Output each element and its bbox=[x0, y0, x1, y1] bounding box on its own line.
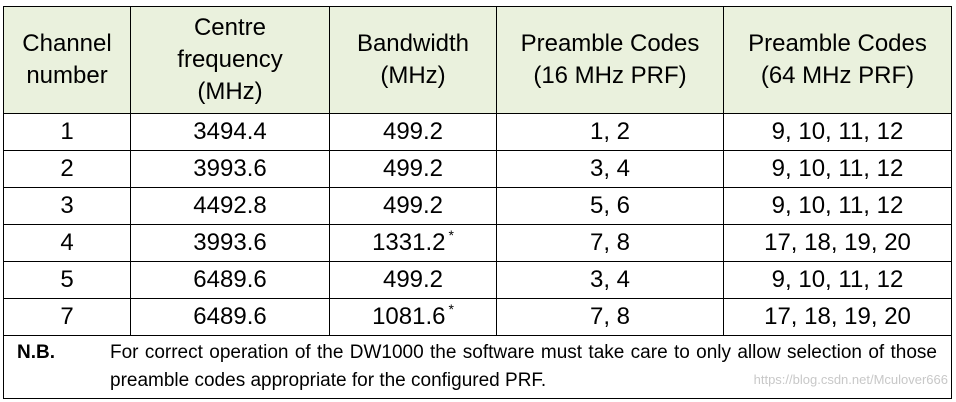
header-line: Preamble Codes bbox=[748, 30, 927, 57]
table-row: 2 3993.6 499.2 3, 4 9, 10, 11, 12 bbox=[3, 150, 952, 188]
cell-codes-16-value: 3, 4 bbox=[589, 155, 631, 182]
watermark: https://blog.csdn.net/Mculover666 bbox=[753, 372, 948, 387]
header-line: (MHz) bbox=[380, 62, 446, 89]
cell-frequency-value: 6489.6 bbox=[193, 266, 267, 293]
cell-codes-16: 5, 6 bbox=[496, 187, 724, 225]
cell-bandwidth-value: 1081.6 bbox=[372, 303, 446, 330]
cell-bandwidth: 499.2 bbox=[329, 150, 497, 188]
cell-codes-64-value: 9, 10, 11, 12 bbox=[771, 155, 904, 182]
table-row: 3 4492.8 499.2 5, 6 9, 10, 11, 12 bbox=[3, 187, 952, 225]
header-channel-number: Channel number bbox=[3, 6, 131, 114]
header-centre-frequency: Centre frequency (MHz) bbox=[130, 6, 330, 114]
cell-codes-64: 17, 18, 19, 20 bbox=[723, 224, 952, 262]
channel-table: Channel number Centre frequency (MHz) Bandwid… bbox=[3, 6, 952, 399]
cell-codes-64: 9, 10, 11, 12 bbox=[723, 261, 952, 299]
cell-frequency-value: 3494.4 bbox=[193, 118, 267, 145]
cell-codes-64-value: 17, 18, 19, 20 bbox=[764, 303, 911, 330]
cell-channel: 3 bbox=[3, 187, 131, 225]
cell-codes-64: 9, 10, 11, 12 bbox=[723, 150, 952, 188]
table-row: 4 3993.6 1331.2 * 7, 8 17, 18, 19, 20 bbox=[3, 224, 952, 262]
cell-frequency: 3993.6 bbox=[130, 224, 330, 262]
cell-codes-16: 3, 4 bbox=[496, 150, 724, 188]
cell-codes-64: 9, 10, 11, 12 bbox=[723, 113, 952, 151]
cell-bandwidth-value: 499.2 bbox=[382, 192, 444, 219]
cell-codes-64-value: 9, 10, 11, 12 bbox=[771, 192, 904, 219]
header-line: Centre bbox=[193, 14, 267, 41]
cell-codes-16-value: 5, 6 bbox=[589, 192, 631, 219]
cell-codes-64-value: 9, 10, 11, 12 bbox=[771, 118, 904, 145]
footnote-mark: * bbox=[448, 227, 454, 243]
cell-codes-16: 7, 8 bbox=[496, 298, 724, 336]
header-bandwidth: Bandwidth (MHz) bbox=[329, 6, 497, 114]
table-body: 1 3494.4 499.2 1, 2 9, 10, 11, 12 2 3993.6 499.… bbox=[3, 113, 952, 336]
cell-bandwidth-value: 1331.2 bbox=[372, 229, 446, 256]
cell-codes-16-value: 1, 2 bbox=[589, 118, 631, 145]
cell-bandwidth: 1331.2 * bbox=[329, 224, 497, 262]
header-line: (16 MHz PRF) bbox=[533, 62, 687, 89]
cell-bandwidth: 499.2 bbox=[329, 113, 497, 151]
cell-codes-16: 1, 2 bbox=[496, 113, 724, 151]
cell-frequency: 4492.8 bbox=[130, 187, 330, 225]
header-line: Bandwidth bbox=[356, 30, 470, 57]
header-line: Preamble Codes bbox=[520, 30, 700, 57]
cell-bandwidth-value: 499.2 bbox=[382, 266, 444, 293]
cell-codes-16-value: 7, 8 bbox=[589, 303, 631, 330]
cell-codes-16-value: 7, 8 bbox=[589, 229, 631, 256]
note-label: N.B. bbox=[17, 342, 55, 363]
cell-codes-64: 9, 10, 11, 12 bbox=[723, 187, 952, 225]
cell-bandwidth: 1081.6 * bbox=[329, 298, 497, 336]
cell-channel-value: 2 bbox=[60, 155, 74, 182]
cell-codes-16-value: 3, 4 bbox=[589, 266, 631, 293]
header-line: Channel bbox=[22, 30, 112, 57]
cell-channel-value: 7 bbox=[60, 303, 74, 330]
cell-channel-value: 1 bbox=[60, 118, 74, 145]
cell-channel: 4 bbox=[3, 224, 131, 262]
header-preamble-64: Preamble Codes (64 MHz PRF) bbox=[723, 6, 952, 114]
footnote-mark: * bbox=[448, 301, 454, 317]
cell-channel-value: 5 bbox=[60, 266, 74, 293]
cell-channel: 7 bbox=[3, 298, 131, 336]
table-row: 1 3494.4 499.2 1, 2 9, 10, 11, 12 bbox=[3, 113, 952, 151]
cell-channel: 2 bbox=[3, 150, 131, 188]
cell-bandwidth-value: 499.2 bbox=[382, 155, 444, 182]
cell-codes-16: 7, 8 bbox=[496, 224, 724, 262]
header-preamble-16: Preamble Codes (16 MHz PRF) bbox=[496, 6, 724, 114]
cell-frequency-value: 3993.6 bbox=[193, 229, 267, 256]
cell-bandwidth: 499.2 bbox=[329, 261, 497, 299]
header-line: (MHz) bbox=[197, 78, 263, 105]
note-cell: N.B. For correct operation of the DW1000… bbox=[3, 335, 952, 399]
note-row: N.B. For correct operation of the DW1000… bbox=[3, 335, 952, 399]
cell-channel-value: 3 bbox=[60, 192, 74, 219]
header-line: number bbox=[26, 62, 108, 89]
cell-codes-16: 3, 4 bbox=[496, 261, 724, 299]
cell-codes-64-value: 9, 10, 11, 12 bbox=[771, 266, 904, 293]
cell-channel: 5 bbox=[3, 261, 131, 299]
cell-bandwidth: 499.2 bbox=[329, 187, 497, 225]
cell-frequency: 3993.6 bbox=[130, 150, 330, 188]
header-line: (64 MHz PRF) bbox=[760, 62, 915, 89]
cell-channel-value: 4 bbox=[60, 229, 74, 256]
cell-frequency: 3494.4 bbox=[130, 113, 330, 151]
cell-frequency: 6489.6 bbox=[130, 261, 330, 299]
cell-frequency: 6489.6 bbox=[130, 298, 330, 336]
cell-codes-64: 17, 18, 19, 20 bbox=[723, 298, 952, 336]
cell-frequency-value: 4492.8 bbox=[193, 192, 267, 219]
note-text: For correct operation of the DW1000 the … bbox=[110, 342, 937, 391]
cell-codes-64-value: 17, 18, 19, 20 bbox=[764, 229, 911, 256]
table-row: 7 6489.6 1081.6 * 7, 8 17, 18, 19, 20 bbox=[3, 298, 952, 336]
cell-frequency-value: 3993.6 bbox=[193, 155, 267, 182]
cell-bandwidth-value: 499.2 bbox=[382, 118, 444, 145]
table-row: 5 6489.6 499.2 3, 4 9, 10, 11, 12 bbox=[3, 261, 952, 299]
header-line: frequency bbox=[177, 46, 283, 73]
cell-frequency-value: 6489.6 bbox=[193, 303, 267, 330]
cell-channel: 1 bbox=[3, 113, 131, 151]
header-row: Channel number Centre frequency (MHz) Bandwid… bbox=[3, 6, 952, 114]
